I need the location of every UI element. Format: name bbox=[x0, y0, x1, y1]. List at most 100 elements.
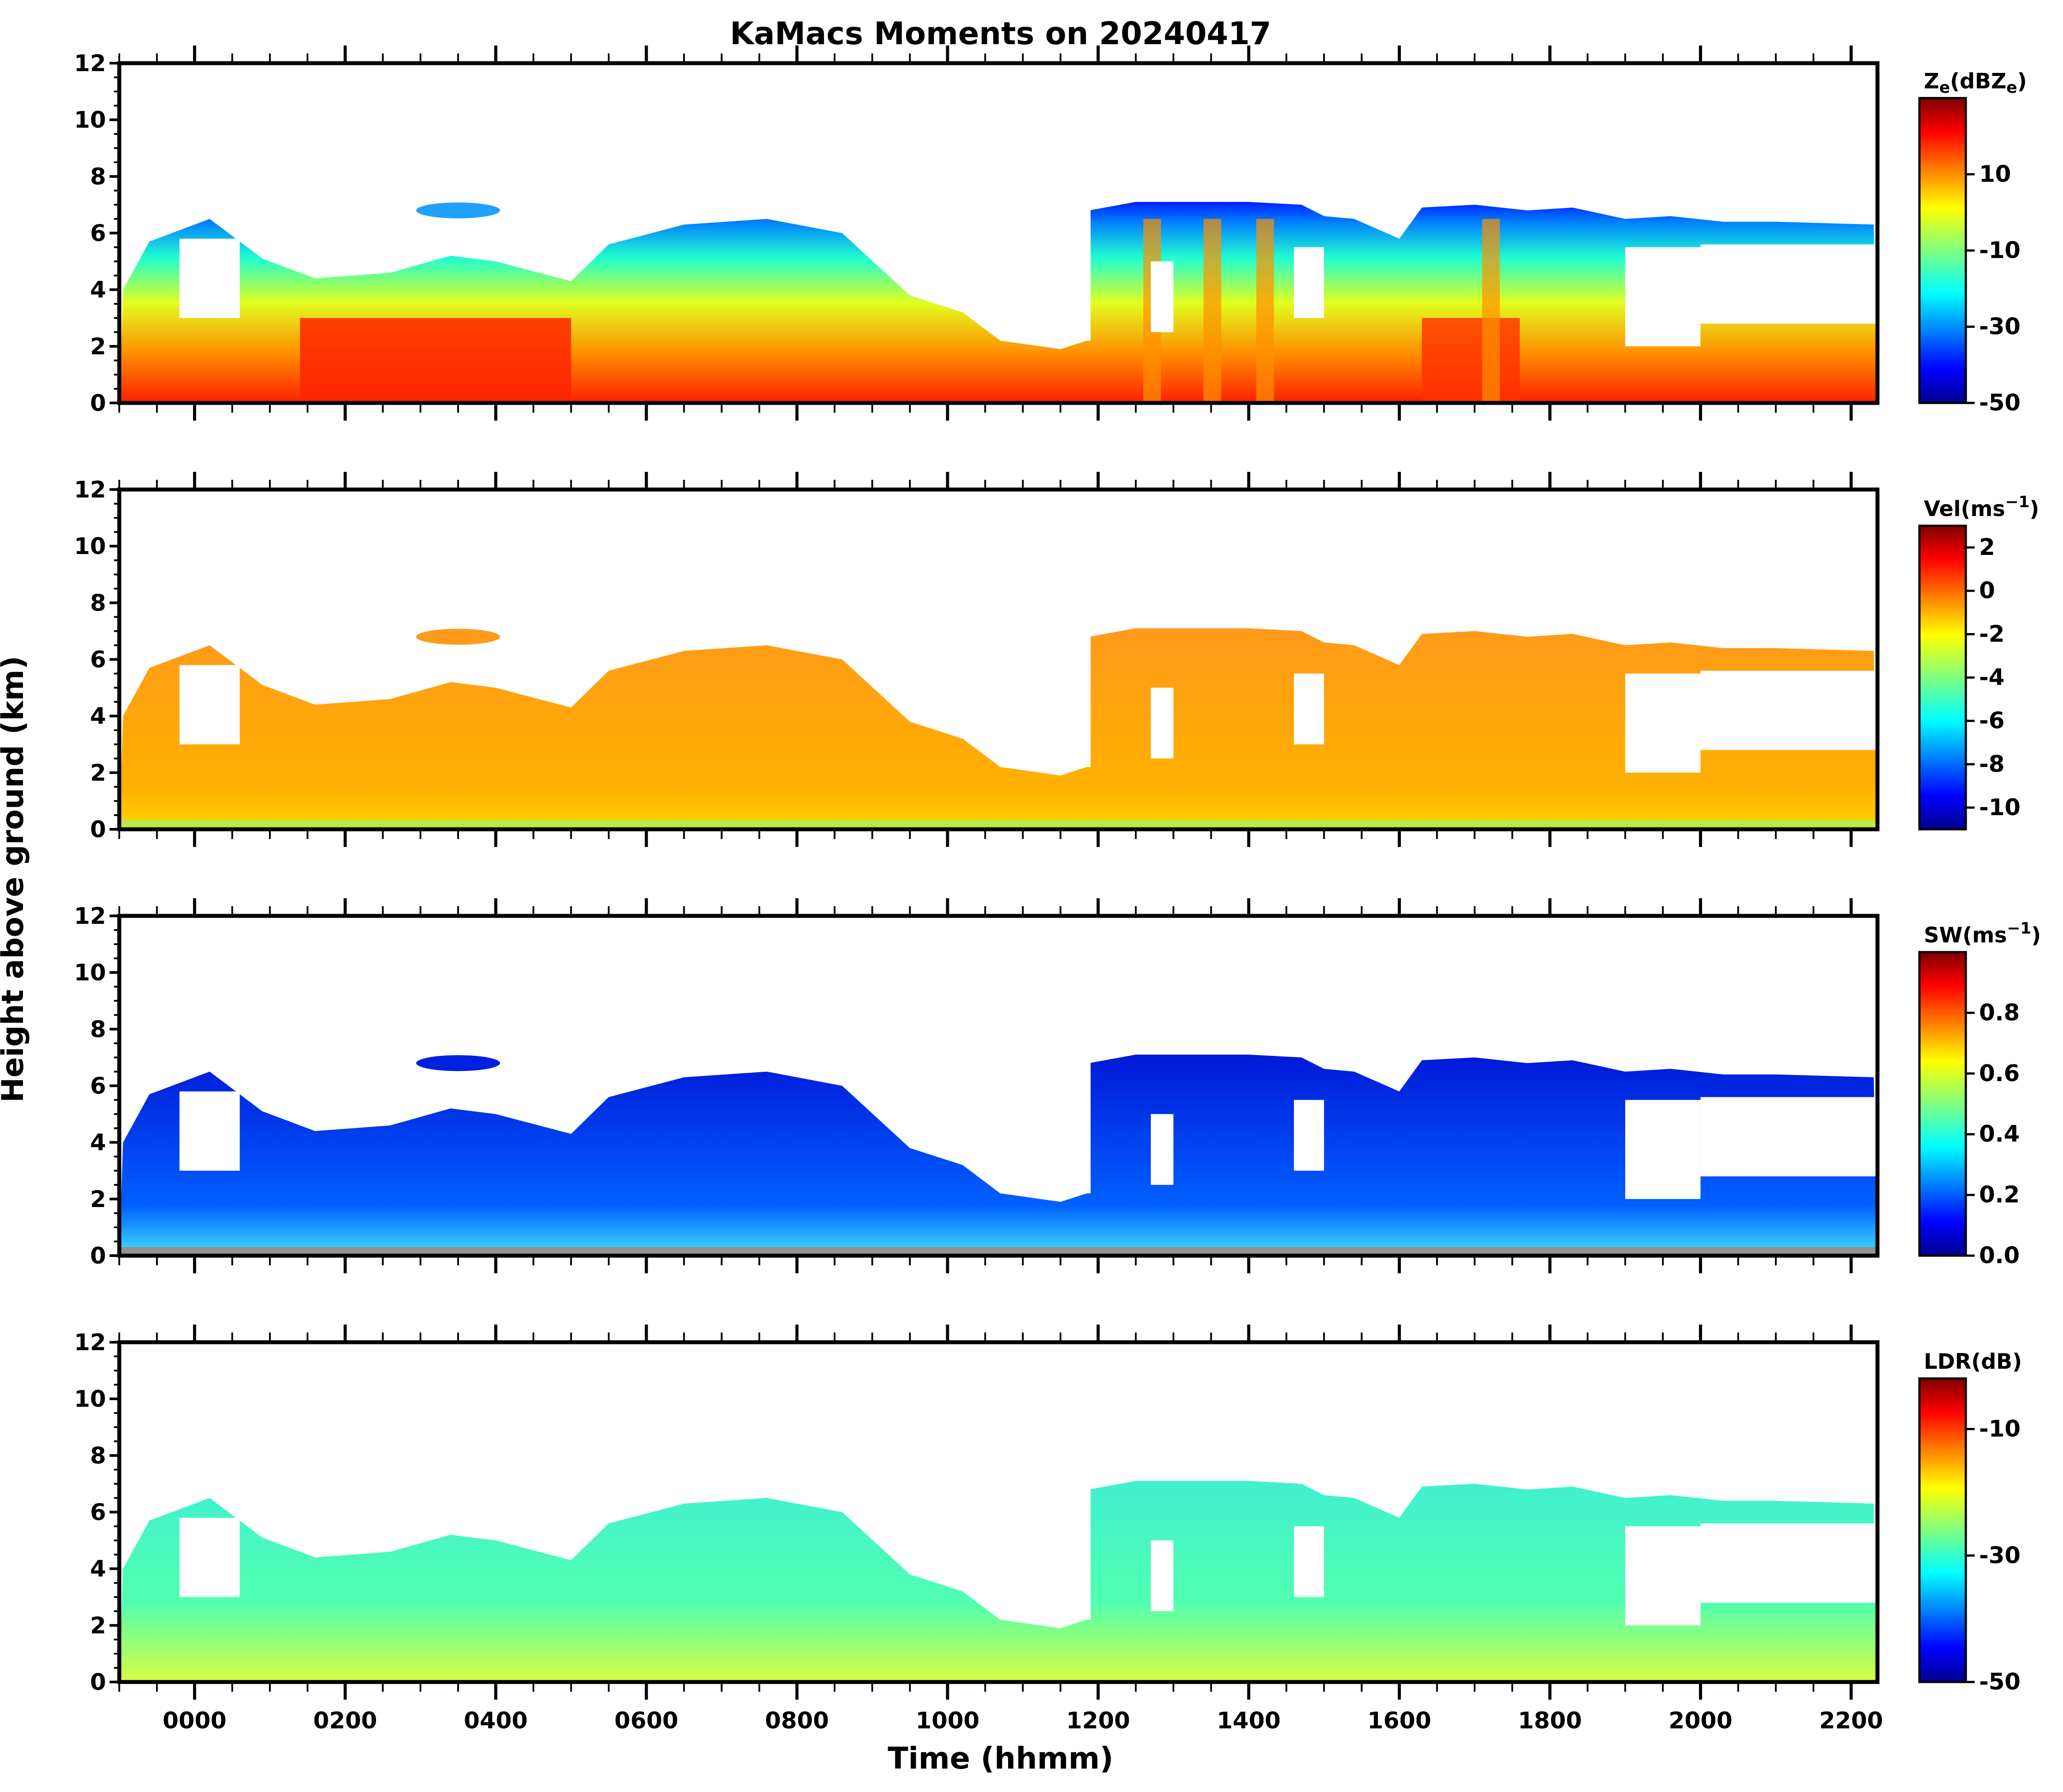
isolated-cloud bbox=[416, 629, 501, 645]
colorbar-tick-label: 0.2 bbox=[1979, 1182, 2020, 1208]
y-tick-label: 2 bbox=[90, 760, 106, 786]
clear-gap bbox=[1294, 247, 1324, 318]
clear-gap bbox=[179, 239, 240, 318]
clear-gap bbox=[1700, 244, 1877, 324]
panel-reflectivity: 0 2 4 6 8 10 12 10 -10 -30 -50 Ze(dBZe) bbox=[74, 46, 2027, 421]
colorbar-tick-label: 10 bbox=[1979, 161, 2011, 188]
colorbar-tick-label: -10 bbox=[1979, 794, 2021, 821]
clear-gap bbox=[1038, 1478, 1091, 1620]
clear-gap bbox=[1625, 673, 1701, 773]
colorbar bbox=[1918, 524, 1967, 831]
colorbar-label: Vel(ms−1) bbox=[1924, 493, 2039, 521]
y-tick-label: 12 bbox=[74, 903, 106, 930]
x-tick-label: 1600 bbox=[1367, 1708, 1431, 1734]
clear-gap bbox=[1700, 1097, 1877, 1177]
chart-title: KaMacs Moments on 20240417 bbox=[730, 15, 1271, 52]
colorbar-tick-label: 2 bbox=[1979, 534, 1995, 561]
y-tick-label: 2 bbox=[90, 334, 106, 360]
colorbar-tick-label: -6 bbox=[1979, 708, 2005, 734]
data-field bbox=[119, 1478, 1877, 1682]
y-tick-label: 4 bbox=[90, 1556, 106, 1583]
isolated-cloud bbox=[416, 1481, 501, 1498]
colorbar-tick-label: -2 bbox=[1979, 621, 2005, 647]
x-tick-label: 1800 bbox=[1518, 1708, 1582, 1734]
clear-gap bbox=[1294, 673, 1324, 744]
core-echo bbox=[1422, 318, 1520, 403]
y-tick-label: 8 bbox=[90, 163, 106, 190]
y-tick-label: 8 bbox=[90, 1443, 106, 1469]
y-tick-label: 10 bbox=[74, 1386, 106, 1412]
y-tick-label: 12 bbox=[74, 1329, 106, 1356]
colorbar bbox=[1918, 1377, 1967, 1683]
clear-gap bbox=[179, 1091, 240, 1171]
colorbar-tick-label: -10 bbox=[1979, 237, 2021, 264]
fall-streak bbox=[1482, 219, 1500, 403]
panel-velocity: 0 2 4 6 8 10 12 2 0 -2 -4 -6 -8 -10 Vel(ms−1) bbox=[74, 472, 2039, 847]
x-tick-label: 0400 bbox=[464, 1708, 528, 1734]
x-tick-label: 1000 bbox=[916, 1708, 980, 1734]
x-tick-label: 1400 bbox=[1217, 1708, 1281, 1734]
y-tick-label: 10 bbox=[74, 960, 106, 986]
y-axis-label: Height above ground (km) bbox=[0, 656, 30, 1102]
clear-gap bbox=[1294, 1100, 1324, 1171]
clear-gap bbox=[1625, 247, 1701, 346]
y-tick-label: 4 bbox=[90, 703, 106, 730]
y-tick-label: 4 bbox=[90, 1130, 106, 1156]
echo-field bbox=[119, 1481, 1877, 1682]
y-tick-label: 10 bbox=[74, 107, 106, 133]
y-tick-label: 8 bbox=[90, 1016, 106, 1043]
colorbar-tick-label: -8 bbox=[1979, 751, 2005, 778]
colorbar bbox=[1918, 97, 1967, 404]
y-tick-label: 12 bbox=[74, 50, 106, 77]
x-tick-label: 1200 bbox=[1066, 1708, 1130, 1734]
colorbar-tick-label: 0.6 bbox=[1979, 1060, 2020, 1087]
surface-band bbox=[119, 819, 1877, 829]
x-tick-label: 0800 bbox=[765, 1708, 829, 1734]
core-echo bbox=[300, 318, 571, 403]
y-tick-label: 12 bbox=[74, 477, 106, 503]
clear-gap bbox=[179, 665, 240, 744]
isolated-cloud bbox=[416, 202, 501, 219]
colorbar-tick-label: -10 bbox=[1979, 1416, 2021, 1443]
clear-gap bbox=[1294, 1526, 1324, 1597]
clear-gap bbox=[1151, 1540, 1174, 1611]
panel-spectrum-width: 0 2 4 6 8 10 12 0.8 0.6 0.4 0.2 0.0 SW(ms−1) bbox=[74, 898, 2041, 1273]
data-field bbox=[119, 199, 1877, 403]
y-tick-label: 4 bbox=[90, 277, 106, 304]
y-tick-label: 6 bbox=[90, 1500, 106, 1526]
x-axis-label: Time (hhmm) bbox=[887, 1741, 1113, 1776]
clear-gap bbox=[1038, 1052, 1091, 1194]
y-tick-label: 6 bbox=[90, 647, 106, 673]
data-field bbox=[119, 1052, 1877, 1256]
clear-gap bbox=[1038, 199, 1091, 341]
y-tick-label: 2 bbox=[90, 1186, 106, 1213]
colorbar-tick-label: -50 bbox=[1979, 1669, 2021, 1695]
x-tick-label: 0200 bbox=[313, 1708, 377, 1734]
colorbar-tick-label: -30 bbox=[1979, 314, 2021, 340]
colorbar-tick-label: 0.0 bbox=[1979, 1242, 2020, 1269]
isolated-cloud bbox=[416, 1055, 501, 1071]
colorbar-tick-label: 0.8 bbox=[1979, 999, 2020, 1026]
y-tick-label: 2 bbox=[90, 1613, 106, 1639]
clear-gap bbox=[179, 1518, 240, 1597]
clear-gap bbox=[1625, 1100, 1701, 1199]
y-tick-label: 8 bbox=[90, 590, 106, 616]
x-tick-label: 0600 bbox=[614, 1708, 679, 1734]
fall-streak bbox=[1256, 219, 1274, 403]
clear-gap bbox=[1151, 261, 1174, 332]
data-field bbox=[119, 625, 1877, 829]
clear-gap bbox=[1700, 1523, 1877, 1603]
surface-band bbox=[119, 1247, 1877, 1256]
y-tick-label: 6 bbox=[90, 1073, 106, 1100]
clear-gap bbox=[1151, 1114, 1174, 1185]
colorbar-label: SW(ms−1) bbox=[1924, 919, 2041, 948]
fall-streak bbox=[1203, 219, 1221, 403]
x-tick-label: 2200 bbox=[1819, 1708, 1883, 1734]
y-tick-label: 6 bbox=[90, 220, 106, 247]
clear-gap bbox=[1625, 1526, 1701, 1625]
panel-ldr: 0 2 4 6 8 10 12 0000 0200 0400 0600 0800 1000 1200 140… bbox=[74, 1325, 2022, 1734]
clear-gap bbox=[1038, 625, 1091, 767]
colorbar bbox=[1918, 951, 1967, 1257]
colorbar-label: Ze(dBZe) bbox=[1924, 69, 2027, 97]
